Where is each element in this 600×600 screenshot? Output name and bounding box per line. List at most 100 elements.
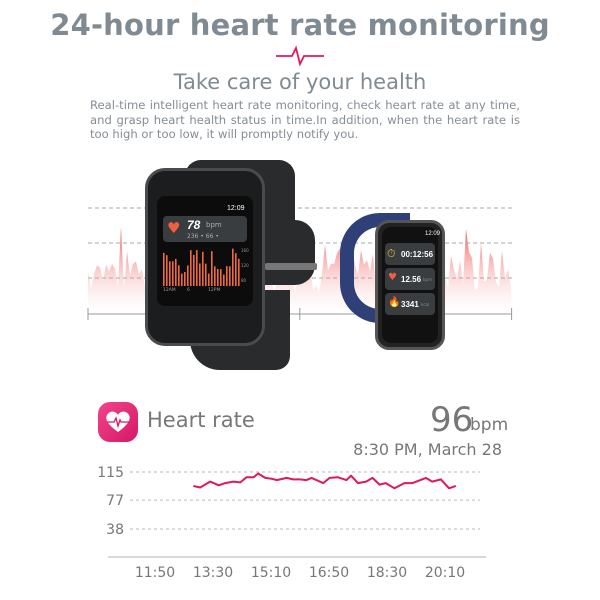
watch-bar bbox=[196, 250, 198, 286]
watch-bar bbox=[199, 263, 201, 286]
x-tick-label: 13:30 bbox=[193, 565, 233, 581]
heart-rate-sub-stats: 236 • 66 • bbox=[187, 233, 219, 240]
watch-bar bbox=[238, 258, 240, 286]
watch-bar bbox=[232, 248, 234, 286]
data-point bbox=[305, 479, 308, 481]
data-point bbox=[322, 482, 325, 484]
x-tick-label: 16:50 bbox=[309, 565, 349, 581]
x-tick-label: 20:10 bbox=[425, 565, 465, 581]
data-point bbox=[270, 477, 273, 480]
watch-bar bbox=[235, 253, 237, 286]
watch-y-tick: 160 bbox=[241, 248, 249, 253]
distance-value: 12.56 bbox=[401, 275, 422, 284]
heart-icon: ♥ bbox=[388, 272, 397, 283]
heart-pulse-icon bbox=[98, 402, 138, 442]
subtitle: Take care of your health bbox=[173, 70, 427, 94]
data-point bbox=[245, 476, 248, 478]
watch-bar bbox=[178, 265, 180, 286]
watch-bar bbox=[208, 273, 210, 286]
heart-rate-unit: bpm bbox=[206, 221, 222, 229]
y-tick-label: 115 bbox=[97, 465, 124, 481]
data-point bbox=[431, 480, 434, 483]
watch-bar bbox=[184, 272, 186, 286]
watch-y-tick: 120 bbox=[241, 263, 249, 268]
data-point bbox=[232, 480, 235, 483]
watch-x-tick: 6 bbox=[187, 288, 190, 293]
data-point bbox=[239, 481, 242, 484]
watch-bar bbox=[217, 269, 219, 286]
data-point bbox=[454, 485, 457, 487]
heart-rate-value: 96 bbox=[430, 400, 474, 440]
heart-rate-line bbox=[193, 472, 456, 490]
main-watch-time: 12:09 bbox=[227, 205, 245, 212]
watch-x-tick: 12PM bbox=[208, 288, 221, 293]
watch-bar bbox=[190, 250, 192, 286]
data-point bbox=[218, 484, 220, 487]
watch-bar bbox=[226, 266, 228, 286]
data-point bbox=[276, 479, 278, 481]
small-watch: 12:09 ⏱ 00:12:56 ♥ 12.56 bpm 🔥 3341 kcal bbox=[330, 205, 450, 355]
watch-bar bbox=[202, 251, 204, 286]
watch-bar bbox=[175, 258, 177, 286]
data-point bbox=[292, 478, 294, 481]
watch-bar bbox=[187, 265, 189, 286]
distance-unit: bpm bbox=[423, 277, 432, 282]
data-point bbox=[385, 482, 387, 484]
timer-value: 00:12:56 bbox=[401, 250, 434, 259]
heartbeat-divider-icon bbox=[276, 45, 324, 67]
data-point bbox=[285, 477, 288, 479]
heart-rate-chart: 115 77 38 11:50 13:30 15:10 16:50 18:30 20:10 bbox=[97, 465, 486, 581]
data-point bbox=[357, 482, 359, 484]
stopwatch-icon: ⏱ bbox=[387, 247, 396, 260]
data-point bbox=[209, 480, 211, 483]
heart-rate-timestamp: 8:30 PM, March 28 bbox=[353, 440, 502, 459]
page-title: 24-hour heart rate monitoring bbox=[50, 8, 550, 42]
heart-icon: ♥ bbox=[167, 219, 181, 237]
watch-bar bbox=[223, 274, 225, 286]
x-tick-label: 18:30 bbox=[367, 565, 407, 581]
watch-bar bbox=[214, 266, 216, 286]
description: Real-time intelligent heart rate monitor… bbox=[90, 98, 520, 141]
data-point bbox=[425, 477, 427, 479]
data-point bbox=[336, 476, 339, 478]
flame-icon: 🔥 bbox=[388, 297, 401, 308]
watch-bar bbox=[166, 255, 168, 286]
watch-bar bbox=[181, 273, 183, 286]
x-tick-label: 15:10 bbox=[251, 565, 291, 581]
watch-bar bbox=[172, 261, 174, 286]
data-point bbox=[365, 480, 367, 483]
x-tick-label: 11:50 bbox=[135, 565, 175, 581]
small-watch-time: 12:09 bbox=[425, 231, 441, 237]
data-point bbox=[350, 474, 352, 477]
watch-bar bbox=[169, 261, 171, 286]
watch-bar-chart bbox=[163, 248, 240, 286]
data-point bbox=[440, 478, 442, 481]
watch-bar bbox=[220, 269, 222, 286]
data-point bbox=[403, 482, 406, 484]
data-point bbox=[411, 482, 414, 484]
data-point bbox=[257, 472, 260, 475]
watch-bar bbox=[205, 263, 207, 286]
data-point bbox=[264, 477, 267, 479]
data-point bbox=[448, 487, 450, 490]
data-point bbox=[393, 487, 396, 490]
main-watch: 12:09 ♥ 78 bpm 236 • 66 • 160 120 80 12A… bbox=[145, 160, 325, 375]
data-point bbox=[328, 477, 331, 479]
watch-y-tick: 80 bbox=[241, 278, 247, 283]
data-point bbox=[378, 483, 381, 486]
calories-unit: kcal bbox=[421, 302, 430, 307]
heart-rate-unit: bpm bbox=[470, 415, 509, 435]
data-point bbox=[371, 477, 374, 479]
data-point bbox=[199, 486, 202, 489]
data-point bbox=[299, 478, 301, 481]
calories-value: 3341 bbox=[401, 300, 419, 309]
data-point bbox=[252, 476, 255, 478]
heart-rate-label: Heart rate bbox=[147, 408, 255, 432]
watch-bar bbox=[211, 251, 213, 286]
watch-bar bbox=[229, 266, 231, 286]
data-point bbox=[193, 485, 195, 487]
y-tick-label: 77 bbox=[106, 493, 124, 509]
y-tick-label: 38 bbox=[106, 522, 124, 538]
watch-x-tick: 12AM bbox=[163, 288, 176, 293]
heart-rate-value: 78 bbox=[187, 218, 201, 232]
